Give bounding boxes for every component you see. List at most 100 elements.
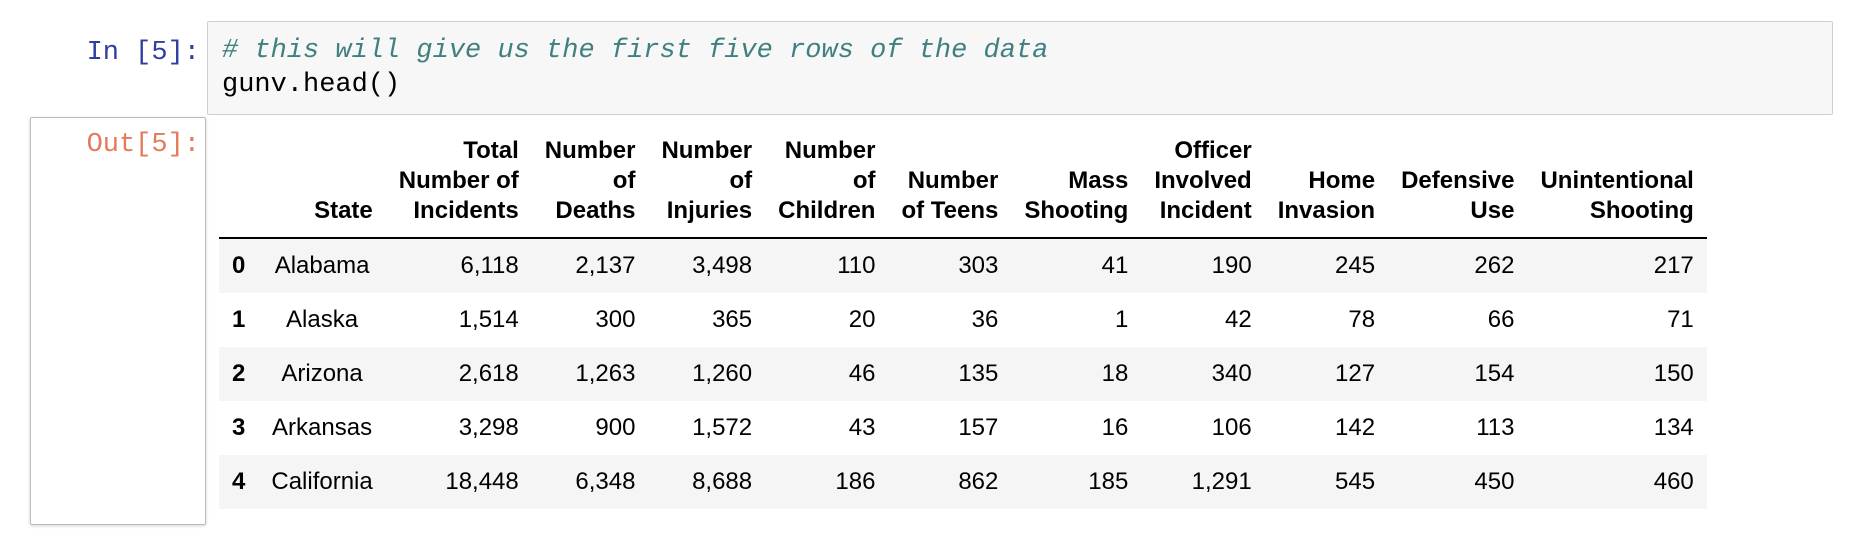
value-cell: 862 (958, 468, 999, 495)
value-cell: 262 (1474, 252, 1515, 279)
value-cell: 41 (1101, 252, 1129, 279)
value-cell: 900 (595, 414, 636, 441)
column-header-line: Number (661, 137, 753, 164)
value-cell: 18,448 (445, 468, 519, 495)
column-header-line: of (852, 167, 876, 194)
column-header-line: of (729, 167, 753, 194)
column-header-line: of Teens (901, 197, 999, 224)
column-header-line: Children (778, 197, 876, 224)
row-index: 4 (232, 468, 246, 495)
column-header-line: Shooting (1024, 197, 1129, 224)
column-header-line: Defensive (1401, 167, 1515, 194)
column-header: Mass Shooting (1011, 136, 1141, 238)
value-cell: 8,688 (692, 468, 753, 495)
column-header: Total Number of Incidents (386, 136, 532, 238)
value-cell: 46 (848, 360, 876, 387)
value-cell: 157 (958, 414, 999, 441)
column-header: Home Invasion (1265, 136, 1388, 238)
value-cell: 245 (1335, 252, 1376, 279)
column-header-line: Injuries (666, 197, 753, 224)
column-header-line: Number of (398, 167, 519, 194)
code-comment: # this will give us the first five rows … (222, 36, 1049, 66)
column-header-line: Deaths (555, 197, 636, 224)
value-cell: 185 (1088, 468, 1129, 495)
value-cell: 110 (837, 252, 876, 279)
value-cell: 1,260 (692, 360, 753, 387)
column-header: Unintentional Shooting (1527, 136, 1706, 238)
value-cell: 365 (712, 306, 753, 333)
output-prompt: Out[5]: (86, 130, 200, 160)
value-cell: 113 (1476, 414, 1515, 441)
column-header-line: Incident (1159, 197, 1252, 224)
column-header-line: Incidents (413, 197, 519, 224)
column-header-line: Unintentional (1540, 167, 1694, 194)
value-cell: 1,263 (575, 360, 636, 387)
column-header: Defensive Use (1388, 136, 1527, 238)
value-cell: 340 (1211, 360, 1252, 387)
value-cell: 135 (958, 360, 999, 387)
column-header: Officer Involved Incident (1141, 136, 1264, 238)
value-cell: 545 (1335, 468, 1376, 495)
value-cell: 217 (1653, 252, 1694, 279)
value-cell: 2,618 (458, 360, 519, 387)
value-cell: 16 (1101, 414, 1129, 441)
value-cell: 127 (1335, 360, 1376, 387)
code-editor[interactable]: # this will give us the first five rows … (207, 21, 1833, 115)
value-cell: 300 (595, 306, 636, 333)
value-cell: 6,118 (460, 252, 519, 279)
value-cell: 106 (1211, 414, 1252, 441)
value-cell: 18 (1101, 360, 1129, 387)
value-cell: 1,572 (692, 414, 753, 441)
state-cell: Arkansas (272, 414, 373, 441)
value-cell: 150 (1653, 360, 1694, 387)
column-header-line: of (612, 167, 636, 194)
column-header-line: Use (1470, 197, 1515, 224)
value-cell: 154 (1474, 360, 1515, 387)
column-header: Number of Children (765, 136, 888, 238)
value-cell: 2,137 (575, 252, 636, 279)
header-row: State Total Number of Incidents Number of Deat… (219, 136, 1707, 238)
row-index: 3 (232, 414, 246, 441)
column-header: Number of Deaths (532, 136, 649, 238)
table-row: 3 Arkansas 3,298 900 1,572 43 157 16 106 142 113 13… (219, 401, 1707, 455)
value-cell: 71 (1667, 306, 1694, 333)
table-row: 0 Alabama 6,118 2,137 3,498 110 303 41 190 245 262… (219, 238, 1707, 293)
column-header-line: Total (463, 137, 519, 164)
code-statement: gunv.head() (222, 70, 401, 100)
column-header: Number of Teens (888, 136, 1011, 238)
column-header-line: Involved (1154, 167, 1252, 194)
dataframe-table: State Total Number of Incidents Number of Deat… (219, 136, 1707, 509)
column-header: State (258, 136, 385, 238)
value-cell: 186 (835, 468, 876, 495)
column-header-line: Shooting (1589, 197, 1694, 224)
state-cell: Alaska (286, 306, 359, 333)
row-index: 1 (232, 306, 246, 333)
row-index: 2 (232, 360, 246, 387)
column-header-line: Officer (1174, 137, 1252, 164)
table-row: 4 California 18,448 6,348 8,688 186 862 185 1,29… (219, 455, 1707, 509)
value-cell: 134 (1653, 414, 1694, 441)
table-row: 1 Alaska 1,514 300 365 20 36 1 42 78 66 71 (219, 293, 1707, 347)
column-header-line: Mass (1068, 167, 1129, 194)
value-cell: 190 (1211, 252, 1252, 279)
value-cell: 36 (971, 306, 999, 333)
state-cell: California (271, 468, 373, 495)
value-cell: 20 (848, 306, 876, 333)
row-index: 0 (232, 252, 246, 279)
column-header-line: Invasion (1277, 197, 1376, 224)
value-cell: 450 (1474, 468, 1515, 495)
value-cell: 1,514 (458, 306, 519, 333)
column-header-line: Number (784, 137, 876, 164)
state-cell: Arizona (281, 360, 363, 387)
value-cell: 1,291 (1191, 468, 1252, 495)
value-cell: 6,348 (575, 468, 636, 495)
value-cell: 460 (1653, 468, 1694, 495)
column-header: Number of Injuries (648, 136, 765, 238)
state-cell: Alabama (274, 252, 370, 279)
column-header-line: State (314, 197, 373, 224)
output-prompt-area[interactable] (30, 117, 206, 525)
value-cell: 3,498 (692, 252, 753, 279)
value-cell: 3,298 (458, 414, 519, 441)
value-cell: 1 (1114, 306, 1129, 333)
value-cell: 66 (1487, 306, 1515, 333)
